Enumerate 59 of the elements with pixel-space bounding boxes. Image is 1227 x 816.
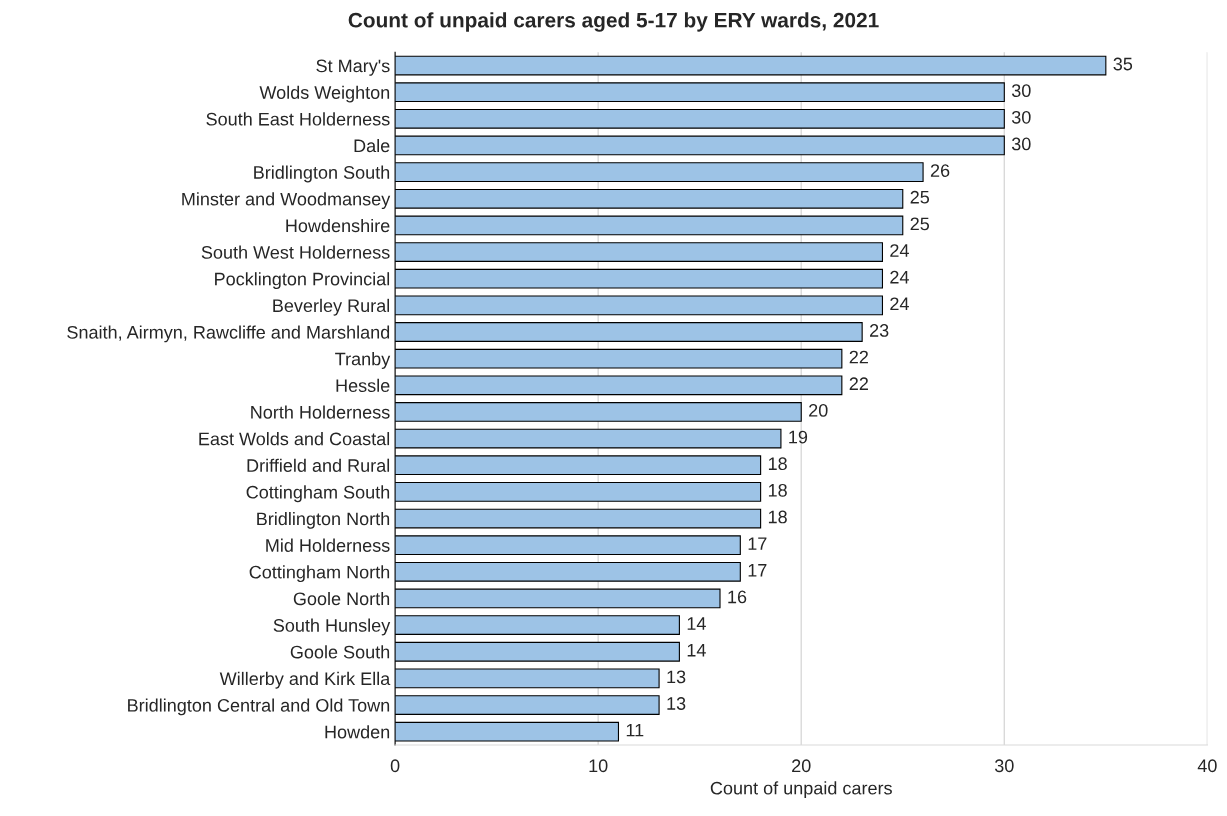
data-label: 22 — [849, 377, 868, 390]
y-tick-label: East Wolds and Coastal — [199, 432, 390, 446]
y-tick-label: Beverley Rural — [273, 298, 390, 316]
x-tick-label: 30 — [994, 759, 1014, 773]
data-label: 18 — [768, 457, 787, 471]
data-label: 24 — [890, 244, 909, 257]
data-label: 14 — [687, 644, 706, 657]
y-tick-label: Bridlington North — [257, 511, 390, 529]
y-tick-label: Cottingham South — [246, 485, 390, 503]
x-tick-label: 0 — [390, 759, 400, 773]
data-label: 22 — [849, 350, 868, 364]
data-label: 20 — [809, 404, 828, 417]
y-tick-label: Pocklington Provincial — [215, 272, 390, 289]
data-label: 13 — [667, 670, 686, 684]
y-tick-label: Willerby and Kirk Ella — [219, 671, 391, 689]
data-label: 16 — [728, 590, 747, 604]
y-tick-label: Bridlington Central and Old Town — [128, 698, 390, 716]
data-label: 30 — [1011, 137, 1031, 151]
data-label: 30 — [1011, 110, 1031, 124]
data-label: 35 — [1113, 57, 1133, 71]
y-tick-label: Goole South — [290, 645, 390, 659]
y-tick-label: Cottingham North — [249, 565, 390, 583]
y-tick-label: Howden — [325, 725, 390, 739]
data-label: 24 — [890, 270, 909, 284]
data-label: 18 — [768, 510, 787, 524]
y-tick-label: South West Holderness — [201, 245, 390, 259]
x-tick-label: 40 — [1197, 759, 1217, 773]
y-tick-label: Dale — [354, 138, 390, 153]
y-tick-label: Howdenshire — [286, 218, 390, 233]
y-tick-label: Hessle — [336, 378, 390, 393]
data-label: 11 — [626, 723, 644, 737]
data-label: 17 — [748, 537, 767, 550]
data-label: 23 — [870, 324, 889, 337]
y-tick-label: Tranby — [335, 352, 391, 369]
data-label: 25 — [910, 217, 930, 231]
data-label: 18 — [768, 483, 787, 497]
y-tick-label: North Holderness — [251, 405, 390, 419]
x-tick-label: 10 — [589, 759, 608, 773]
x-tick-label: 20 — [792, 759, 811, 773]
data-label: 25 — [910, 190, 930, 204]
data-label: 17 — [748, 564, 767, 577]
y-tick-label: Goole North — [293, 591, 390, 606]
y-tick-label: South East Holderness — [206, 112, 390, 126]
x-axis-title: Count of unpaid carers — [710, 781, 892, 799]
y-tick-label: Snaith, Airmyn, Rawcliffe and Marshland — [67, 325, 390, 343]
chart-title: Count of unpaid carers aged 5-17 by ERY wards, 2021 — [348, 12, 879, 32]
y-tick-label: Bridlington South — [254, 165, 390, 183]
data-label: 24 — [890, 297, 909, 311]
y-tick-label: St Mary's — [316, 59, 390, 76]
data-label: 26 — [930, 164, 950, 177]
data-label: 14 — [687, 617, 706, 630]
y-tick-label: Wolds Weighton — [259, 85, 390, 103]
y-tick-label: Mid Holderness — [266, 538, 390, 552]
y-tick-label: Minster and Woodmansey — [182, 192, 391, 210]
y-tick-label: Driffield and Rural — [247, 458, 390, 472]
data-label: 30 — [1011, 84, 1031, 98]
data-label: 13 — [667, 697, 686, 710]
data-label: 19 — [789, 430, 808, 444]
y-tick-label: South Hunsley — [273, 618, 391, 636]
